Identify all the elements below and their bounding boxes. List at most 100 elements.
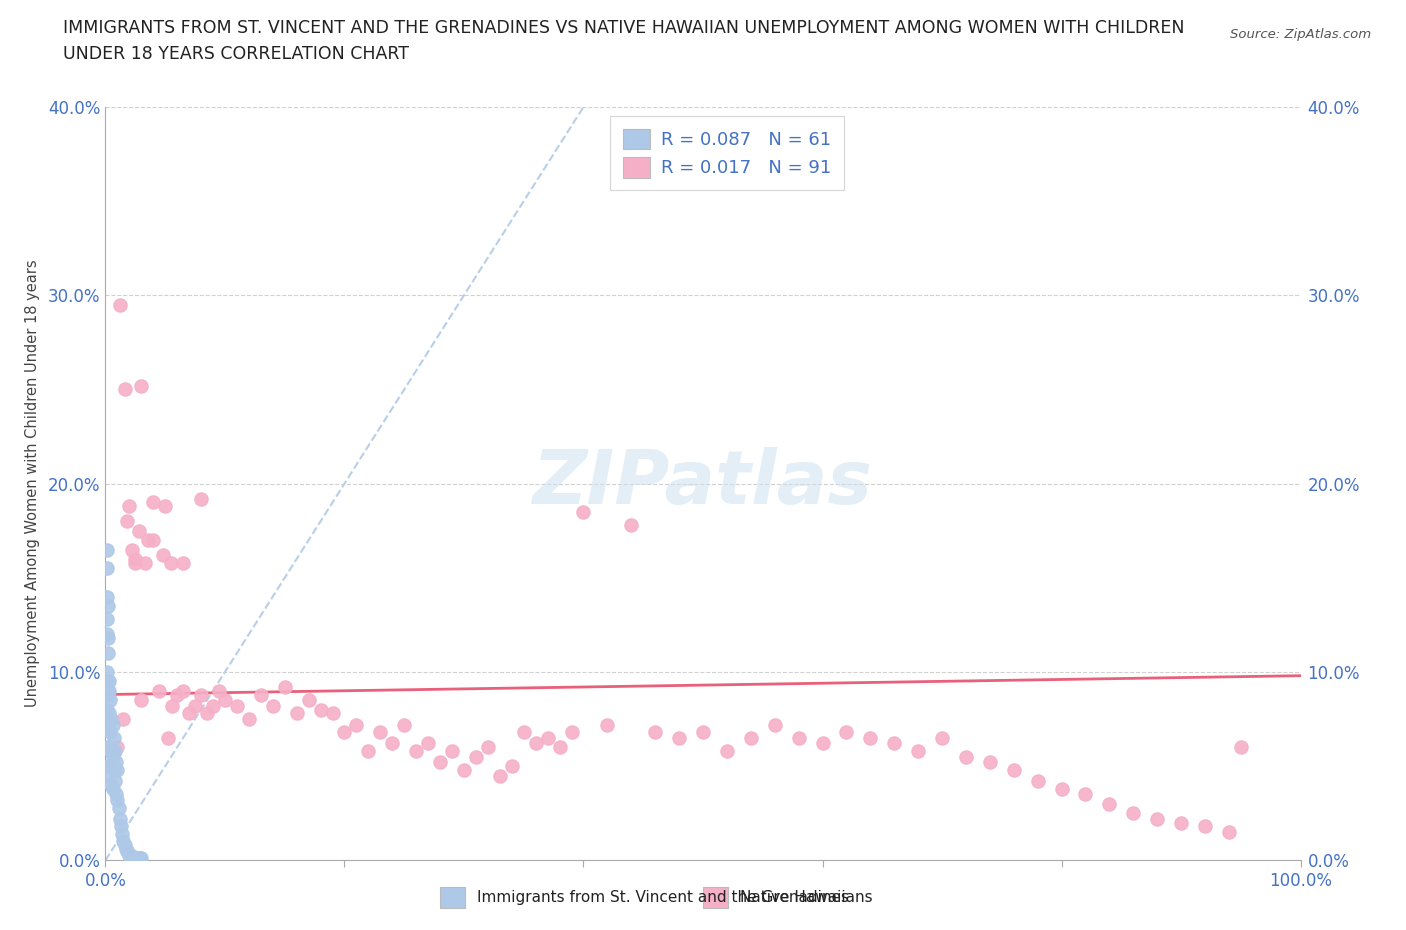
Point [346,717,368,732]
Point [835,724,858,739]
Point [763,717,786,732]
Point [103,763,125,777]
Point [97,599,120,614]
Point [124,851,146,866]
Point [115,844,138,858]
Point [124,551,146,566]
Text: Native Hawaiians: Native Hawaiians [740,890,872,905]
Point [111,827,134,842]
Point [184,698,207,713]
Point [121,849,143,864]
Text: ZIPatlas: ZIPatlas [533,447,873,520]
Point [202,698,225,713]
Point [128,851,150,866]
Point [97,759,120,774]
Point [104,744,127,759]
Point [225,698,249,713]
Point [127,851,149,866]
Point [453,763,475,777]
Point [560,724,583,739]
Point [162,698,184,713]
Point [195,706,218,721]
Point [477,740,499,755]
Text: Immigrants from St. Vincent and the Grenadines: Immigrants from St. Vincent and the Gren… [477,890,849,905]
Point [740,730,762,745]
Point [97,684,120,698]
Point [1194,819,1216,834]
Point [309,702,332,717]
Point [118,498,141,513]
Point [97,721,120,736]
Point [208,684,231,698]
Point [98,693,121,708]
Point [238,711,260,726]
Point [883,736,905,751]
Point [716,744,738,759]
Point [118,847,141,862]
Point [107,763,129,777]
Point [105,787,128,802]
Point [98,740,121,755]
Point [96,627,118,642]
Point [101,781,124,796]
Point [190,687,212,702]
Point [152,548,174,563]
Point [103,730,125,745]
Point [368,724,391,739]
Point [129,379,153,393]
Point [98,674,121,689]
Point [120,849,142,864]
Point [668,730,690,745]
Point [262,698,284,713]
Point [787,730,810,745]
Point [129,693,153,708]
Point [121,542,143,557]
Point [112,834,135,849]
Point [190,491,212,506]
Point [381,736,404,751]
Point [122,851,145,866]
Point [115,513,138,528]
Point [97,687,120,702]
Point [100,777,122,792]
Point [125,851,148,866]
Point [405,744,427,759]
Point [1229,740,1251,755]
Point [464,750,488,764]
Point [124,555,146,570]
Point [107,792,129,807]
Point [153,498,177,513]
Point [101,717,124,732]
Point [548,740,571,755]
Point [931,730,953,745]
Point [104,774,127,789]
Point [107,740,129,755]
Point [1026,774,1049,789]
Text: IMMIGRANTS FROM ST. VINCENT AND THE GRENADINES VS NATIVE HAWAIIAN UNEMPLOYMENT A: IMMIGRANTS FROM ST. VINCENT AND THE GREN… [63,19,1185,36]
Point [107,800,129,815]
Point [122,851,145,866]
Point [129,851,152,866]
Point [907,744,929,759]
Point [1074,787,1097,802]
Point [98,724,121,739]
Point [250,687,273,702]
Point [513,724,536,739]
Point [524,736,547,751]
Point [172,555,194,570]
Point [333,724,356,739]
Point [108,811,131,826]
Point [96,561,118,576]
Y-axis label: Unemployment Among Women with Children Under 18 years: Unemployment Among Women with Children U… [25,259,39,708]
Point [172,684,194,698]
Point [1170,815,1192,830]
Text: Source: ZipAtlas.com: Source: ZipAtlas.com [1230,28,1371,41]
Point [166,687,188,702]
Point [273,680,295,695]
Point [620,518,643,533]
Point [138,533,160,548]
Point [160,555,183,570]
Point [955,750,977,764]
Point [1122,805,1144,820]
Point [114,838,136,853]
